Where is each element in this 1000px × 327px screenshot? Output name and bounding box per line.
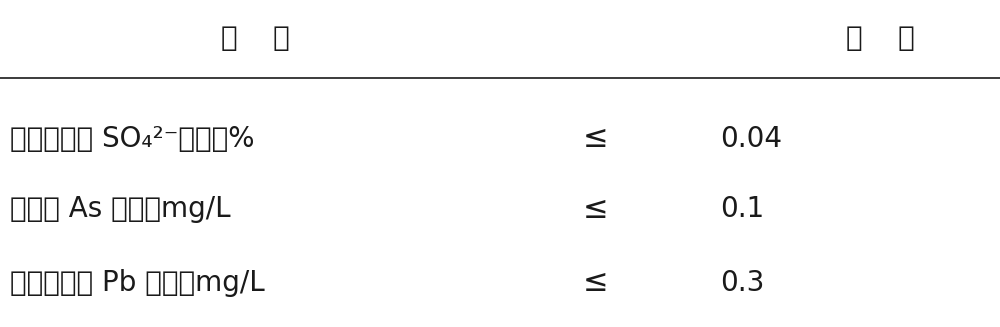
Text: 0.3: 0.3: [720, 269, 764, 297]
Text: 0.04: 0.04: [720, 125, 782, 153]
Text: ≤: ≤: [582, 125, 608, 153]
Text: 0.1: 0.1: [720, 195, 764, 223]
Text: 硃（以 As 计），mg/L: 硃（以 As 计），mg/L: [10, 195, 231, 223]
Text: 硫酸盐（以 SO₄²⁻计），%: 硫酸盐（以 SO₄²⁻计），%: [10, 125, 254, 153]
Text: ≤: ≤: [582, 268, 608, 297]
Text: 指    标: 指 标: [846, 24, 914, 52]
Text: ≤: ≤: [582, 195, 608, 224]
Text: 重金属（以 Pb 计），mg/L: 重金属（以 Pb 计），mg/L: [10, 269, 265, 297]
Text: 项    目: 项 目: [221, 24, 289, 52]
